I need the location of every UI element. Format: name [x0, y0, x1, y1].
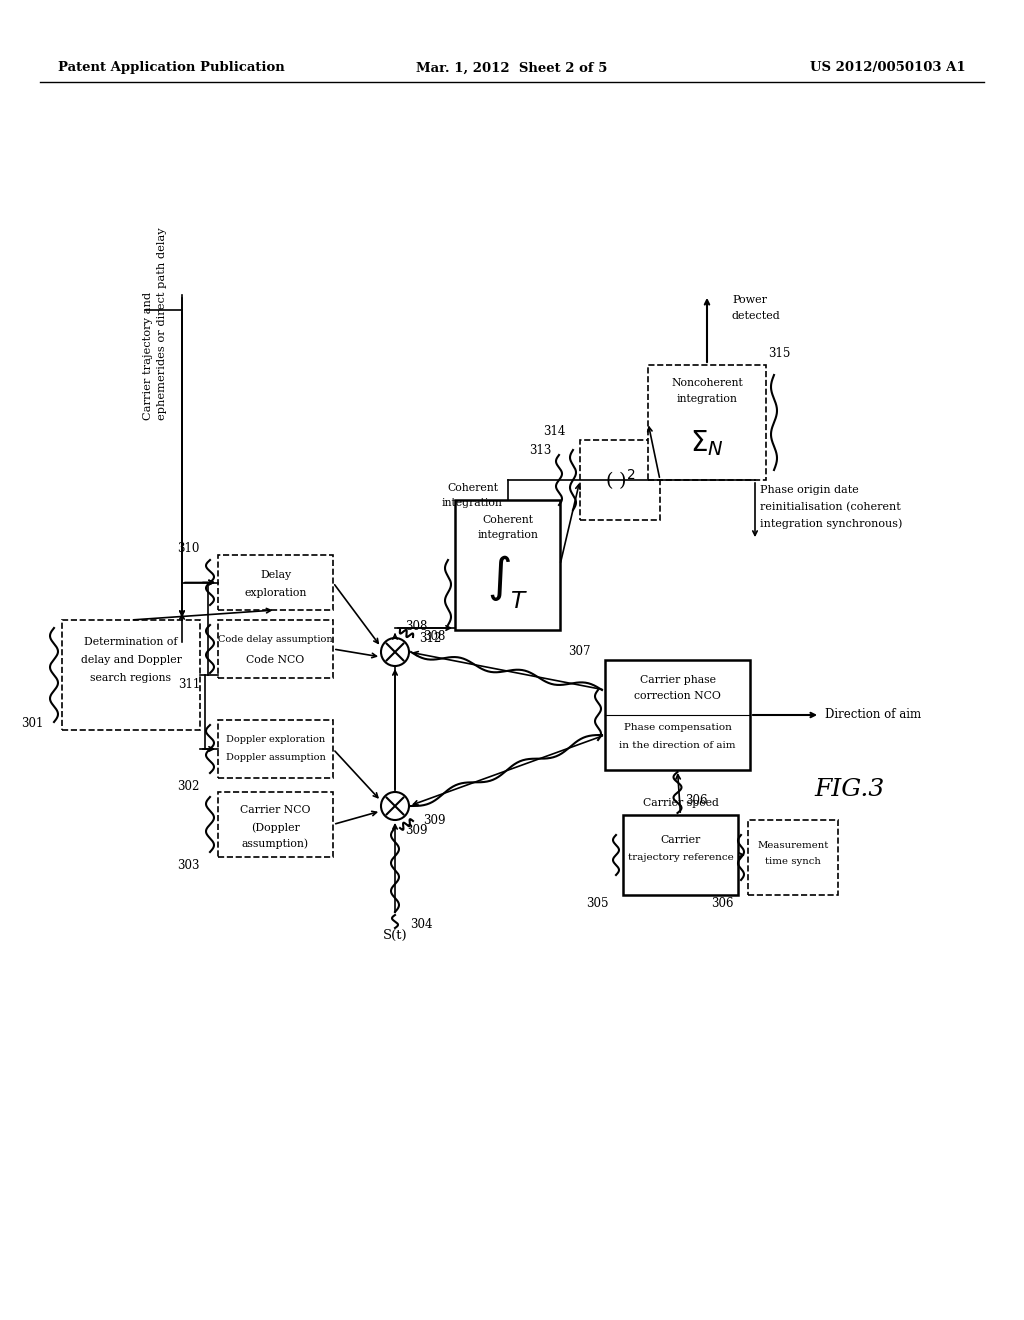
Bar: [218, 620, 333, 678]
Text: ephemerides or direct path delay: ephemerides or direct path delay: [157, 227, 167, 420]
Text: integration: integration: [442, 498, 503, 508]
Text: 310: 310: [177, 543, 200, 554]
Text: (Doppler: (Doppler: [251, 822, 300, 833]
Text: Determination of: Determination of: [84, 638, 178, 647]
Text: Coherent: Coherent: [482, 515, 534, 525]
Circle shape: [381, 792, 409, 820]
Bar: [455, 500, 560, 630]
Text: integration: integration: [677, 393, 737, 404]
Bar: [648, 366, 766, 480]
Text: integration: integration: [477, 531, 538, 540]
Bar: [62, 620, 200, 730]
Text: Doppler exploration: Doppler exploration: [226, 735, 325, 744]
Text: 313: 313: [529, 444, 552, 457]
Text: 302: 302: [177, 780, 200, 793]
Text: integration synchronous): integration synchronous): [760, 519, 902, 529]
Bar: [218, 554, 333, 610]
Text: Phase compensation: Phase compensation: [624, 723, 731, 733]
Text: Measurement: Measurement: [758, 841, 828, 850]
Text: $\Sigma_N$: $\Sigma_N$: [690, 428, 724, 458]
Text: Carrier phase: Carrier phase: [640, 675, 716, 685]
Text: search regions: search regions: [90, 673, 171, 682]
Text: US 2012/0050103 A1: US 2012/0050103 A1: [810, 62, 966, 74]
Text: time synch: time synch: [765, 858, 821, 866]
Text: 308: 308: [423, 631, 445, 644]
Text: 315: 315: [768, 347, 791, 360]
Text: ( )$^2$: ( )$^2$: [604, 467, 636, 492]
Text: 304: 304: [410, 919, 432, 932]
Text: correction NCO: correction NCO: [634, 690, 721, 701]
Text: 311: 311: [178, 678, 200, 690]
Text: 308: 308: [406, 620, 427, 634]
Text: detected: detected: [732, 312, 780, 321]
Text: Direction of aim: Direction of aim: [825, 709, 922, 722]
Text: Noncoherent: Noncoherent: [671, 378, 742, 388]
Text: Patent Application Publication: Patent Application Publication: [58, 62, 285, 74]
Text: Power: Power: [732, 294, 767, 305]
Text: 314: 314: [544, 425, 566, 438]
Text: Carrier: Carrier: [660, 836, 700, 845]
Text: Delay: Delay: [260, 570, 291, 579]
Text: 301: 301: [22, 717, 44, 730]
Bar: [218, 792, 333, 857]
Bar: [623, 814, 738, 895]
Text: Code NCO: Code NCO: [247, 655, 304, 665]
Text: 309: 309: [423, 814, 445, 828]
Bar: [605, 660, 750, 770]
Text: 306: 306: [685, 795, 708, 807]
Text: Phase origin date: Phase origin date: [760, 484, 859, 495]
Text: reinitialisation (coherent: reinitialisation (coherent: [760, 502, 901, 512]
Text: exploration: exploration: [245, 587, 306, 598]
Text: FIG.3: FIG.3: [815, 779, 885, 801]
Text: S(t): S(t): [383, 928, 408, 941]
Text: 306: 306: [712, 898, 734, 909]
Text: delay and Doppler: delay and Doppler: [81, 655, 181, 665]
Text: in the direction of aim: in the direction of aim: [620, 741, 736, 750]
Text: $\int_T$: $\int_T$: [486, 553, 528, 611]
Text: Code delay assumption: Code delay assumption: [218, 635, 333, 644]
Text: 312: 312: [419, 632, 441, 645]
Bar: [748, 820, 838, 895]
Bar: [580, 440, 660, 520]
Text: Coherent: Coherent: [447, 483, 498, 492]
Text: 307: 307: [568, 645, 591, 657]
Text: 309: 309: [406, 825, 427, 837]
Text: Mar. 1, 2012  Sheet 2 of 5: Mar. 1, 2012 Sheet 2 of 5: [417, 62, 607, 74]
Text: Carrier trajectory and: Carrier trajectory and: [143, 292, 153, 420]
Text: 305: 305: [587, 898, 609, 909]
Text: Doppler assumption: Doppler assumption: [225, 754, 326, 763]
Text: 303: 303: [177, 859, 200, 873]
Text: Carrier speed: Carrier speed: [643, 799, 719, 808]
Text: trajectory reference: trajectory reference: [628, 853, 733, 862]
Text: Carrier NCO: Carrier NCO: [241, 805, 310, 814]
Text: assumption): assumption): [242, 838, 309, 849]
Bar: [218, 719, 333, 777]
Circle shape: [381, 638, 409, 667]
